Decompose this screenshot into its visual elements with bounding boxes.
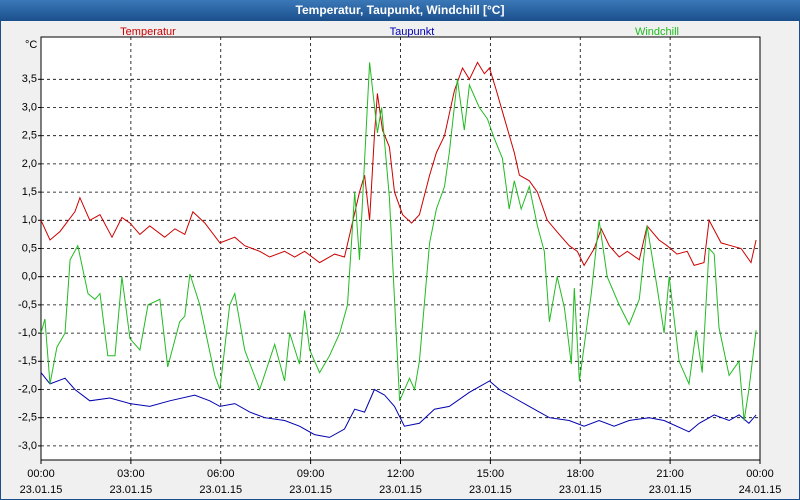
- x-tick-date: 23.01.15: [469, 484, 512, 496]
- x-tick-label: 18:00: [566, 468, 594, 480]
- y-tick-label: 1,5: [22, 186, 37, 198]
- legend-label: Temperatur: [120, 26, 176, 38]
- series-line: [40, 61, 757, 267]
- y-tick-label: -2,5: [18, 412, 37, 424]
- y-tick-label: -3,0: [18, 440, 37, 452]
- y-tick-label: 0,5: [22, 242, 37, 254]
- y-tick-label: 3,0: [22, 101, 37, 113]
- x-tick-label: 15:00: [477, 468, 505, 480]
- series-line: [40, 62, 757, 421]
- x-tick-label: 09:00: [297, 468, 325, 480]
- x-tick-label: 00:00: [746, 468, 774, 480]
- x-tick-date: 23.01.15: [289, 484, 332, 496]
- y-tick-label: 0,0: [22, 271, 37, 283]
- y-tick-label: -1,0: [18, 327, 37, 339]
- x-tick-label: 06:00: [207, 468, 235, 480]
- y-tick-label: -1,5: [18, 355, 37, 367]
- x-tick-date: 23.01.15: [649, 484, 692, 496]
- x-tick-date: 23.01.15: [559, 484, 602, 496]
- x-tick-label: 12:00: [387, 468, 415, 480]
- series-line: [40, 372, 757, 438]
- x-tick-label: 21:00: [656, 468, 684, 480]
- x-tick-date: 23.01.15: [199, 484, 242, 496]
- y-tick-label: 2,0: [22, 158, 37, 170]
- y-tick-label: -0,5: [18, 299, 37, 311]
- x-tick-date: 23.01.15: [379, 484, 422, 496]
- y-tick-label: 2,5: [22, 130, 37, 142]
- y-tick-label: -2,0: [18, 383, 37, 395]
- x-tick-date: 23.01.15: [20, 484, 63, 496]
- legend-label: Taupunkt: [390, 26, 435, 38]
- x-tick-date: 24.01.15: [739, 484, 782, 496]
- x-tick-label: 00:00: [27, 468, 55, 480]
- title-bar: [0, 0, 800, 21]
- chart-title: Temperatur, Taupunkt, Windchill [°C]: [296, 3, 505, 17]
- x-tick-date: 23.01.15: [109, 484, 152, 496]
- y-axis-label: °C: [25, 39, 37, 51]
- x-tick-label: 03:00: [117, 468, 145, 480]
- y-tick-label: 3,5: [22, 73, 37, 85]
- y-tick-label: 1,0: [22, 214, 37, 226]
- legend-label: Windchill: [635, 26, 679, 38]
